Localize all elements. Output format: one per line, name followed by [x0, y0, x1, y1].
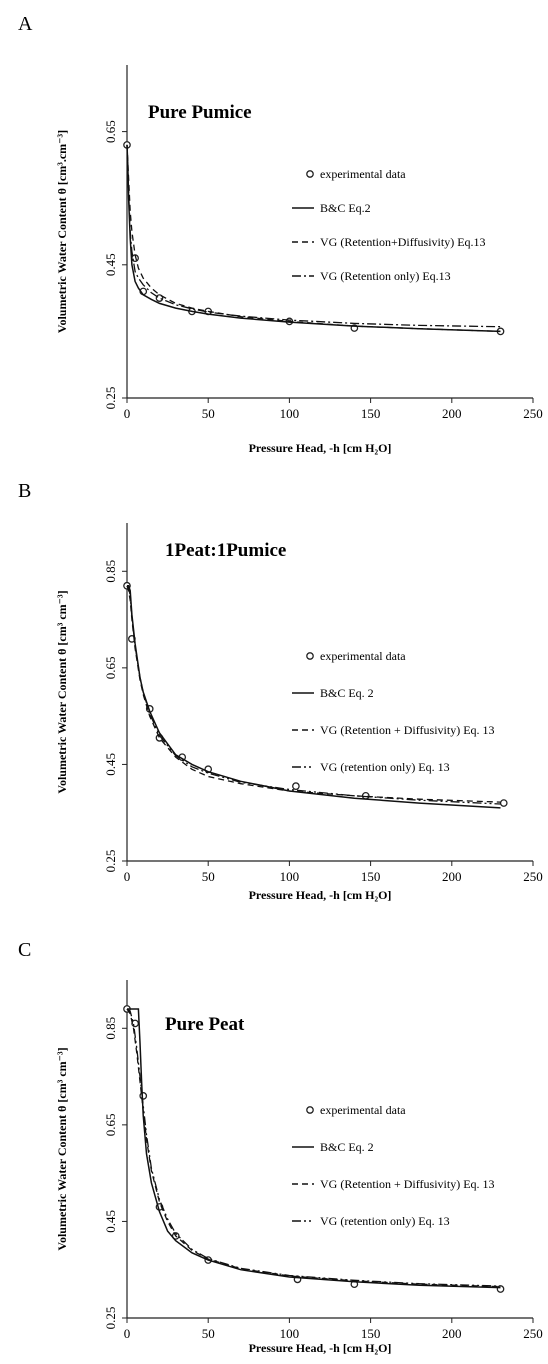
- y-axis-label: Volumetric Water Content θ [cm³.cm⁻³]: [55, 130, 69, 333]
- y-tick-label: 0.45: [103, 1210, 118, 1233]
- chart-title: Pure Pumice: [148, 102, 252, 123]
- series-line-dashed: [126, 1008, 501, 1288]
- chart-panel-c: C 0 50 100 150 200 250 0.25 0.45 0.65 0.85 Pure Pea…: [18, 939, 543, 1355]
- x-tick-label: 200: [442, 1326, 462, 1341]
- x-tick-label: 100: [280, 1326, 300, 1341]
- legend-label: B&C Eq. 2: [320, 686, 374, 700]
- series-line-dashdotdot: [126, 585, 501, 805]
- y-tick-label: 0.25: [103, 387, 118, 410]
- y-axis-label: Volumetric Water Content θ [cm³ cm⁻³]: [55, 1047, 69, 1250]
- chart-title: 1Peat:1Pumice: [165, 540, 286, 561]
- data-point: [292, 782, 300, 791]
- panel-letter: C: [18, 939, 31, 961]
- y-tick-label: 0.65: [103, 1113, 118, 1136]
- y-axis-label: Volumetric Water Content θ [cm³ cm⁻³]: [55, 590, 69, 793]
- legend-label: VG (retention only) Eq. 13: [320, 1214, 450, 1228]
- series-line-dashed: [126, 144, 501, 333]
- x-tick-label: 0: [124, 1326, 131, 1341]
- x-tick-label: 0: [124, 406, 131, 421]
- series-line-solid: [127, 585, 501, 809]
- legend-marker: [306, 1106, 314, 1114]
- x-tick-label: 0: [124, 869, 131, 884]
- x-tick-label: 250: [523, 869, 543, 884]
- y-tick-label: 0.25: [103, 850, 118, 873]
- y-tick-label: 0.45: [103, 753, 118, 776]
- legend-label: B&C Eq. 2: [320, 1140, 374, 1154]
- legend-marker: [306, 170, 314, 178]
- data-point: [499, 799, 508, 807]
- legend-label: VG (Retention + Diffusivity) Eq. 13: [320, 1177, 495, 1191]
- y-tick-label: 0.65: [103, 656, 118, 679]
- x-tick-label: 250: [523, 406, 543, 421]
- x-tick-label: 50: [202, 406, 215, 421]
- x-tick-label: 50: [202, 1326, 215, 1341]
- x-axis-label: Pressure Head, -h [cm H₂O]: [249, 888, 392, 902]
- y-tick-label: 0.45: [103, 253, 118, 276]
- x-tick-label: 250: [523, 1326, 543, 1341]
- x-tick-label: 200: [442, 869, 462, 884]
- series-line-dashed: [126, 585, 501, 803]
- y-tick-label: 0.25: [103, 1307, 118, 1330]
- x-tick-label: 100: [280, 869, 300, 884]
- panel-letter: B: [18, 480, 31, 502]
- series-line-solid: [127, 1008, 501, 1289]
- legend-label: VG (retention only) Eq. 13: [320, 760, 450, 774]
- legend-label: VG (Retention only) Eq.13: [320, 269, 451, 283]
- chart-panel-b: B 0 50 100 150 200 250 0.25 0.45 0.65 0.85 1Peat:1P…: [18, 480, 543, 902]
- chart-title: Pure Peat: [165, 1014, 245, 1035]
- series-line-dashdotdot: [126, 1008, 501, 1287]
- y-tick-label: 0.85: [103, 560, 118, 583]
- x-tick-label: 150: [361, 1326, 381, 1341]
- x-tick-label: 150: [361, 869, 381, 884]
- panel-letter: A: [18, 13, 33, 35]
- chart-panel-a: A 0 50 100 150 200 250 0.25 0.45 0.65 Pure Pumice P…: [18, 13, 543, 455]
- x-tick-label: 150: [361, 406, 381, 421]
- legend-label: B&C Eq.2: [320, 201, 371, 215]
- x-axis-label: Pressure Head, -h [cm H₂O]: [249, 441, 392, 455]
- x-tick-label: 100: [280, 406, 300, 421]
- x-tick-label: 50: [202, 869, 215, 884]
- data-point: [139, 1092, 148, 1100]
- x-axis-label: Pressure Head, -h [cm H₂O]: [249, 1341, 392, 1355]
- legend-label: VG (Retention + Diffusivity) Eq. 13: [320, 723, 495, 737]
- x-tick-label: 200: [442, 406, 462, 421]
- legend-label: VG (Retention+Diffusivity) Eq.13: [320, 235, 486, 249]
- y-tick-label: 0.65: [103, 120, 118, 143]
- legend-marker: [306, 652, 314, 660]
- legend-label: experimental data: [320, 649, 406, 663]
- legend-label: experimental data: [320, 167, 406, 181]
- y-tick-label: 0.85: [103, 1017, 118, 1040]
- legend-label: experimental data: [320, 1103, 406, 1117]
